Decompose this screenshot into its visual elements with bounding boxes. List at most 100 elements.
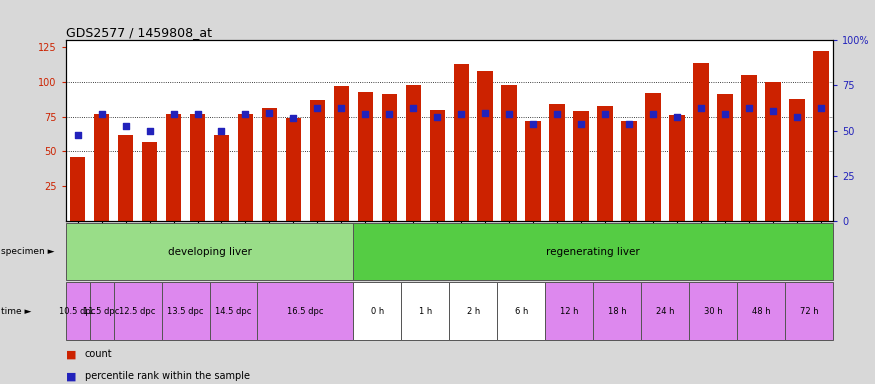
Bar (114, 282, 162, 340)
Bar (310, 100, 326, 221)
Text: 1 h: 1 h (419, 306, 432, 316)
Text: GDS2577 / 1459808_at: GDS2577 / 1459808_at (66, 26, 212, 39)
Bar (190, 114, 206, 221)
Text: time ►: time ► (1, 306, 31, 316)
Text: 16.5 dpc: 16.5 dpc (287, 306, 324, 316)
Text: 24 h: 24 h (656, 306, 675, 316)
Bar (89, 282, 114, 340)
Point (143, 127, 157, 134)
Bar (333, 86, 349, 221)
Point (502, 111, 516, 117)
Point (670, 114, 684, 120)
Bar (214, 135, 229, 221)
Bar (405, 85, 421, 221)
Point (239, 111, 253, 117)
Bar (785, 282, 833, 340)
Point (359, 111, 373, 117)
Point (814, 105, 828, 111)
Bar (450, 282, 497, 340)
Bar (382, 94, 397, 221)
Text: 0 h: 0 h (371, 306, 384, 316)
Bar (209, 282, 257, 340)
Point (430, 114, 444, 120)
Text: 12 h: 12 h (560, 306, 578, 316)
Point (622, 121, 636, 127)
Text: 72 h: 72 h (800, 306, 818, 316)
Text: 2 h: 2 h (466, 306, 480, 316)
Bar (238, 114, 253, 221)
Text: specimen ►: specimen ► (1, 247, 54, 256)
Bar (813, 51, 829, 221)
Bar (573, 111, 589, 221)
Point (334, 105, 348, 111)
Text: ■: ■ (66, 371, 76, 381)
Bar (66, 282, 89, 340)
Text: developing liver: developing liver (168, 247, 251, 257)
Point (262, 109, 276, 116)
Point (598, 111, 612, 117)
Bar (718, 94, 733, 221)
Point (382, 111, 396, 117)
Text: 6 h: 6 h (514, 306, 528, 316)
Text: 10.5 dpc: 10.5 dpc (60, 306, 95, 316)
Point (766, 108, 780, 114)
Bar (478, 71, 494, 221)
Point (526, 121, 540, 127)
Point (790, 114, 804, 120)
Point (214, 127, 228, 134)
Point (479, 109, 493, 116)
Point (94, 111, 108, 117)
Point (71, 132, 85, 138)
Bar (693, 63, 709, 221)
Bar (430, 110, 445, 221)
Bar (737, 282, 785, 340)
Bar (162, 282, 209, 340)
Bar (70, 157, 86, 221)
Bar (526, 121, 541, 221)
Bar (669, 115, 685, 221)
Bar (257, 282, 354, 340)
Bar (741, 75, 757, 221)
Point (574, 121, 588, 127)
Point (742, 105, 756, 111)
Text: 30 h: 30 h (704, 306, 723, 316)
Bar (358, 92, 373, 221)
Bar (94, 114, 109, 221)
Point (454, 111, 468, 117)
Text: ■: ■ (66, 349, 76, 359)
Text: count: count (85, 349, 113, 359)
Bar (545, 282, 593, 340)
Point (119, 123, 133, 129)
Bar (453, 64, 469, 221)
Point (550, 111, 564, 117)
Text: regenerating liver: regenerating liver (546, 247, 640, 257)
Point (311, 105, 325, 111)
Point (646, 111, 660, 117)
Bar (641, 282, 690, 340)
Bar (690, 282, 737, 340)
Bar (66, 223, 354, 280)
Text: 13.5 dpc: 13.5 dpc (167, 306, 204, 316)
Bar (598, 106, 613, 221)
Bar (354, 223, 833, 280)
Point (286, 115, 300, 121)
Bar (501, 85, 517, 221)
Text: 48 h: 48 h (752, 306, 770, 316)
Bar (646, 93, 661, 221)
Text: 11.5 dpc: 11.5 dpc (83, 306, 120, 316)
Bar (593, 282, 641, 340)
Bar (497, 282, 545, 340)
Text: 18 h: 18 h (608, 306, 626, 316)
Bar (262, 108, 277, 221)
Bar (789, 99, 805, 221)
Text: 12.5 dpc: 12.5 dpc (119, 306, 156, 316)
Bar (766, 82, 780, 221)
Bar (165, 114, 181, 221)
Text: percentile rank within the sample: percentile rank within the sample (85, 371, 250, 381)
Bar (354, 282, 402, 340)
Bar (550, 104, 565, 221)
Point (694, 105, 708, 111)
Bar (621, 121, 637, 221)
Point (166, 111, 180, 117)
Bar (285, 118, 301, 221)
